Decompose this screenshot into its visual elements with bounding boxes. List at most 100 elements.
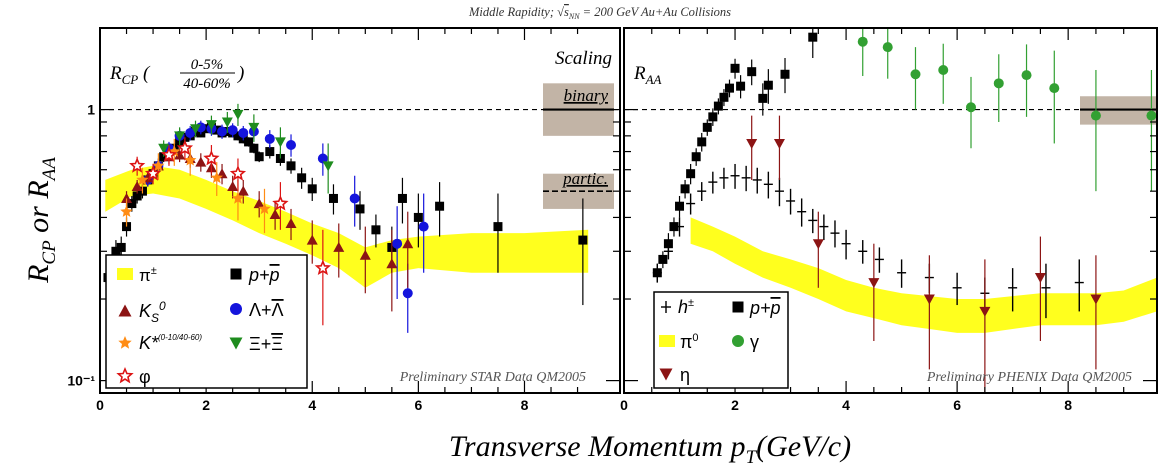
legend-phi-label: φ (139, 367, 151, 387)
data-point (174, 149, 186, 160)
x-tick-label: 2 (731, 397, 739, 413)
scaling-label: Scaling (555, 48, 612, 69)
data-point (397, 193, 407, 203)
legend-lambda-marker (230, 303, 242, 315)
series-5 (129, 137, 332, 326)
data-point (1034, 273, 1046, 284)
legend-eta-label: η (680, 365, 690, 385)
right-legend-box (653, 291, 789, 389)
data-point (493, 222, 503, 232)
data-point (938, 64, 949, 75)
data-point (212, 125, 222, 135)
figure-title: Middle Rapidity; √sNN = 200 GeV Au+Au Co… (468, 5, 731, 21)
data-point (578, 235, 588, 245)
legend-gamma-label: γ (750, 332, 759, 352)
data-point (297, 173, 307, 183)
data-point (1090, 110, 1101, 121)
data-point (190, 124, 202, 135)
data-point (195, 156, 207, 167)
data-point (227, 181, 239, 192)
binary-label: binary (564, 86, 609, 105)
data-point (231, 192, 245, 204)
x-tick-label: 8 (1064, 397, 1072, 413)
data-point (993, 78, 1004, 89)
data-point (758, 93, 768, 103)
series-1 (652, 163, 1084, 319)
data-point (174, 131, 186, 142)
data-point (233, 131, 243, 141)
data-point (923, 294, 935, 305)
legend-pi0-swatch (659, 335, 675, 347)
data-point (435, 201, 445, 211)
data-point (708, 112, 718, 122)
legend-eta-marker (659, 368, 673, 381)
data-point (120, 205, 133, 217)
data-point (265, 147, 275, 157)
data-point (158, 143, 170, 154)
data-point (882, 42, 893, 53)
partic-label: partic. (562, 169, 608, 188)
data-point (258, 202, 271, 215)
data-point (386, 258, 398, 269)
data-point (773, 138, 785, 149)
data-point (680, 184, 690, 194)
left-panel: 0 2 4 6 8 RCP (0-5% 40-60%) Scaling binary partic… (96, 27, 621, 413)
data-point (144, 165, 162, 181)
data-point (658, 254, 668, 264)
data-point (746, 138, 758, 149)
data-point (269, 209, 281, 220)
data-point (1146, 110, 1157, 121)
data-point (808, 32, 818, 42)
series-3 (857, 28, 1157, 192)
data-point (402, 288, 413, 299)
data-point (254, 152, 264, 162)
data-point (979, 306, 991, 317)
rcp-title: RCP ( (109, 63, 151, 87)
data-point (314, 259, 332, 276)
data-point (203, 149, 220, 166)
series-4 (120, 138, 271, 234)
legend-k0s-marker (118, 304, 132, 317)
x-axis-label: Transverse Momentum pT(GeV/c) (449, 430, 851, 466)
raa-title: RAA (633, 63, 662, 87)
data-point (244, 137, 254, 147)
leftPanel-frame (99, 27, 621, 394)
x-tick-label: 2 (202, 397, 210, 413)
legend-xi-marker (229, 337, 243, 350)
data-point (306, 234, 318, 245)
data-point (217, 126, 228, 137)
data-point (910, 69, 921, 80)
data-point (232, 109, 244, 120)
data-point (272, 195, 289, 211)
data-point (812, 239, 824, 250)
data-point (152, 159, 165, 172)
x-tick-label: 0 (96, 397, 104, 413)
data-point (730, 63, 740, 73)
x-tick-label: 6 (414, 397, 422, 413)
data-point (724, 83, 734, 93)
rcp-numerator: 0-5% (191, 57, 224, 73)
x-tick-label: 8 (521, 397, 529, 413)
data-point (307, 184, 317, 194)
data-point (229, 165, 247, 181)
y-tick-label-0.1: 10⁻¹ (67, 373, 95, 389)
legend-pbar2-label: p+p (749, 298, 781, 318)
data-point (129, 157, 146, 173)
data-point (274, 137, 286, 148)
data-point (736, 81, 746, 91)
data-point (322, 161, 334, 172)
legend-pi-swatch (117, 268, 133, 280)
data-point (1049, 83, 1060, 94)
data-point (160, 146, 178, 162)
data-point (127, 199, 137, 209)
data-point (201, 124, 211, 134)
data-point (349, 193, 360, 204)
rightPanel-plot-area (624, 28, 1157, 393)
data-point (697, 137, 707, 147)
data-point (227, 125, 238, 136)
legend-lambda-label: Λ+Λ (249, 300, 284, 320)
data-point (176, 139, 194, 156)
data-point (686, 169, 696, 179)
data-point (418, 221, 429, 232)
